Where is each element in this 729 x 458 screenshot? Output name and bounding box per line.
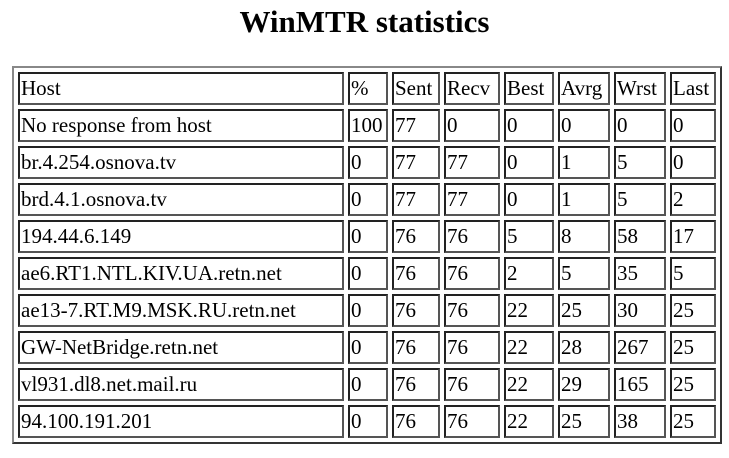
cell: 0 [444, 109, 500, 142]
cell: 77 [392, 183, 440, 216]
cell: 94.100.191.201 [18, 405, 344, 438]
stats-table: Host% Sent Recv Best Avrg Wrst Last No response… [12, 66, 722, 444]
cell: 76 [392, 405, 440, 438]
cell: 25 [670, 405, 716, 438]
header-cell: Host [18, 72, 344, 105]
cell: 2 [670, 183, 716, 216]
cell: 0 [670, 146, 716, 179]
cell: 5 [504, 220, 554, 253]
cell: 194.44.6.149 [18, 220, 344, 253]
cell: ae13-7.RT.M9.MSK.RU.retn.net [18, 294, 344, 327]
cell: 76 [392, 331, 440, 364]
cell: 76 [444, 220, 500, 253]
data-row: 94.100.191.201 0 76 76 22 25 38 25 [18, 405, 716, 438]
cell: 25 [558, 294, 610, 327]
cell: 8 [558, 220, 610, 253]
cell: GW-NetBridge.retn.net [18, 331, 344, 364]
cell: br.4.254.osnova.tv [18, 146, 344, 179]
header-row: Host% Sent Recv Best Avrg Wrst Last [18, 72, 716, 105]
data-row: ae13-7.RT.M9.MSK.RU.retn.net 0 76 76 22 25 30 2… [18, 294, 716, 327]
data-row: ae6.RT1.NTL.KIV.UA.retn.net 0 76 76 2 5 35 5 [18, 257, 716, 290]
cell: 76 [392, 257, 440, 290]
cell: 29 [558, 368, 610, 401]
data-row: brd.4.1.osnova.tv 0 77 77 0 1 5 2 [18, 183, 716, 216]
cell: 0 [348, 183, 388, 216]
header-cell: Recv [444, 72, 500, 105]
data-row: No response from host 100 77 0 0 0 0 0 [18, 109, 716, 142]
cell: 77 [444, 183, 500, 216]
cell: 0 [614, 109, 666, 142]
cell: 0 [348, 331, 388, 364]
header-cell: % [348, 72, 388, 105]
cell: 0 [670, 109, 716, 142]
cell: 25 [670, 368, 716, 401]
cell: 35 [614, 257, 666, 290]
header-cell: Avrg [558, 72, 610, 105]
cell: 5 [614, 146, 666, 179]
data-row: GW-NetBridge.retn.net 0 76 76 22 28 267 25 [18, 331, 716, 364]
cell: 76 [444, 257, 500, 290]
cell: 5 [558, 257, 610, 290]
cell: 58 [614, 220, 666, 253]
cell: 77 [392, 146, 440, 179]
header-cell: Last [670, 72, 716, 105]
cell: 0 [348, 257, 388, 290]
cell: 76 [444, 368, 500, 401]
cell: 0 [504, 183, 554, 216]
cell: No response from host [18, 109, 344, 142]
cell: 0 [348, 405, 388, 438]
cell: 76 [392, 294, 440, 327]
cell: 22 [504, 331, 554, 364]
cell: 76 [444, 331, 500, 364]
cell: 5 [614, 183, 666, 216]
cell: 38 [614, 405, 666, 438]
cell: 30 [614, 294, 666, 327]
page-title: WinMTR statistics [239, 4, 490, 39]
cell: 0 [504, 146, 554, 179]
header-cell: Wrst [614, 72, 666, 105]
data-row: br.4.254.osnova.tv 0 77 77 0 1 5 0 [18, 146, 716, 179]
cell: 1 [558, 146, 610, 179]
cell: 165 [614, 368, 666, 401]
cell: 22 [504, 368, 554, 401]
header-cell: Best [504, 72, 554, 105]
cell: vl931.dl8.net.mail.ru [18, 368, 344, 401]
cell: 22 [504, 405, 554, 438]
cell: 76 [444, 405, 500, 438]
cell: 76 [392, 368, 440, 401]
cell: 17 [670, 220, 716, 253]
cell: 25 [558, 405, 610, 438]
cell: 0 [348, 220, 388, 253]
cell: 0 [558, 109, 610, 142]
cell: 22 [504, 294, 554, 327]
cell: 28 [558, 331, 610, 364]
cell: 267 [614, 331, 666, 364]
cell: 0 [348, 368, 388, 401]
data-row: vl931.dl8.net.mail.ru 0 76 76 22 29 165 25 [18, 368, 716, 401]
cell: 25 [670, 294, 716, 327]
cell: 5 [670, 257, 716, 290]
cell: 76 [444, 294, 500, 327]
cell: 0 [504, 109, 554, 142]
cell: 0 [348, 294, 388, 327]
cell: 0 [348, 146, 388, 179]
header-cell: Sent [392, 72, 440, 105]
cell: 77 [392, 109, 440, 142]
cell: 100 [348, 109, 388, 142]
cell: 25 [670, 331, 716, 364]
cell: 1 [558, 183, 610, 216]
cell: 76 [392, 220, 440, 253]
cell: 77 [444, 146, 500, 179]
cell: ae6.RT1.NTL.KIV.UA.retn.net [18, 257, 344, 290]
cell: brd.4.1.osnova.tv [18, 183, 344, 216]
cell: 2 [504, 257, 554, 290]
data-row: 194.44.6.149 0 76 76 5 8 58 17 [18, 220, 716, 253]
